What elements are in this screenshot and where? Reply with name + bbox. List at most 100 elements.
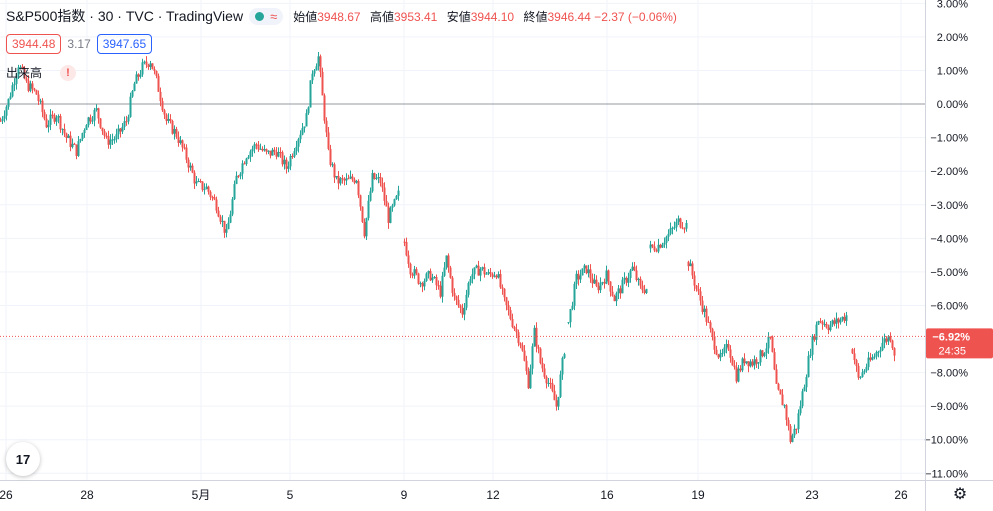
candle-down xyxy=(461,308,464,315)
candle-down xyxy=(855,360,858,366)
bid-price-button[interactable]: 3944.48 xyxy=(6,34,62,54)
candle-up xyxy=(365,218,368,237)
candle-up xyxy=(93,109,96,121)
candle-up xyxy=(617,288,620,294)
candle-down xyxy=(705,308,708,322)
candle-down xyxy=(455,296,458,300)
candle-down xyxy=(499,274,502,288)
candle-down xyxy=(213,197,216,200)
warning-icon[interactable]: ! xyxy=(60,64,77,81)
candle-down xyxy=(501,287,504,289)
candle-down xyxy=(45,118,48,128)
candle-up xyxy=(173,128,176,134)
candle-up xyxy=(129,96,132,117)
candle-up xyxy=(627,278,630,283)
candle-up xyxy=(873,356,876,358)
candle-down xyxy=(769,336,772,338)
logo-text: 17 xyxy=(15,451,31,467)
candle-down xyxy=(535,327,538,348)
candle-down xyxy=(159,91,162,102)
candle-down xyxy=(381,182,384,188)
candle-down xyxy=(405,242,408,256)
candle-down xyxy=(733,365,736,368)
chart-header: S&P500指数 · 30 · TVC · TradingView ≈ 始値39… xyxy=(6,6,683,26)
candle-up xyxy=(665,236,668,243)
candle-down xyxy=(821,321,824,325)
candle-up xyxy=(839,319,842,323)
candle-down xyxy=(291,156,294,158)
market-status-pill[interactable]: ≈ xyxy=(249,7,284,25)
y-tick-label: 1.00% xyxy=(937,65,968,77)
candle-up xyxy=(425,273,428,281)
candle-down xyxy=(771,336,774,353)
candle-down xyxy=(843,316,846,321)
tradingview-logo-icon[interactable]: 17 xyxy=(6,442,40,476)
candle-up xyxy=(673,227,676,229)
candle-up xyxy=(529,368,532,389)
candle-up xyxy=(567,322,570,324)
low-label: 安値 xyxy=(446,9,471,24)
candle-down xyxy=(773,352,776,370)
candle-down xyxy=(35,90,38,95)
candle-up xyxy=(605,270,608,284)
ask-price-button[interactable]: 3947.65 xyxy=(96,34,153,54)
candle-down xyxy=(191,165,194,173)
candle-down xyxy=(69,135,72,148)
candle-up xyxy=(831,320,834,325)
candle-down xyxy=(643,290,646,293)
bid-ask-row: 3944.48 3.17 3947.65 xyxy=(6,34,153,54)
candle-up xyxy=(475,265,478,268)
candle-down xyxy=(613,295,616,302)
candle-up xyxy=(723,347,726,353)
candle-down xyxy=(551,383,554,391)
open-label: 始値 xyxy=(293,9,318,24)
x-tick-label: 16 xyxy=(600,488,614,502)
candle-up xyxy=(441,275,444,297)
candle-down xyxy=(215,199,218,211)
candle-down xyxy=(25,78,28,81)
candle-down xyxy=(319,56,322,72)
candle-up xyxy=(637,278,640,280)
y-tick-label: −4.00% xyxy=(930,233,968,245)
candle-up xyxy=(1,118,4,121)
symbol-title[interactable]: S&P500指数 · 30 · TVC · TradingView xyxy=(6,8,244,24)
candle-down xyxy=(513,326,516,330)
candle-up xyxy=(645,288,648,293)
candle-up xyxy=(295,146,298,152)
candle-down xyxy=(257,144,260,150)
candle-up xyxy=(579,275,582,280)
candle-up xyxy=(133,83,136,92)
candle-up xyxy=(225,229,228,233)
gear-icon[interactable]: ⚙ xyxy=(952,486,968,503)
candle-up xyxy=(859,376,862,378)
candle-down xyxy=(137,74,140,77)
candle-down xyxy=(383,187,386,201)
candle-down xyxy=(439,285,442,297)
candle-down xyxy=(379,177,382,183)
candle-up xyxy=(805,376,808,388)
volume-label[interactable]: 出来高 xyxy=(6,66,43,80)
candle-up xyxy=(123,121,126,127)
candle-up xyxy=(305,113,308,127)
candle-down xyxy=(589,269,592,279)
candle-down xyxy=(261,148,264,151)
candle-up xyxy=(471,274,474,280)
candle-up xyxy=(49,114,52,125)
candle-up xyxy=(467,283,470,295)
y-tick-label: −9.00% xyxy=(930,401,968,413)
candle-down xyxy=(157,75,160,92)
candle-down xyxy=(541,362,544,369)
candle-up xyxy=(845,315,848,321)
candle-down xyxy=(201,181,204,190)
candle-up xyxy=(241,163,244,174)
open-value: 3948.67 xyxy=(317,9,361,24)
candle-up xyxy=(227,222,230,230)
candle-down xyxy=(521,345,524,351)
candle-up xyxy=(799,406,802,414)
candle-down xyxy=(711,328,714,337)
candle-down xyxy=(729,349,732,358)
candle-up xyxy=(481,267,484,269)
candle-down xyxy=(99,118,102,128)
